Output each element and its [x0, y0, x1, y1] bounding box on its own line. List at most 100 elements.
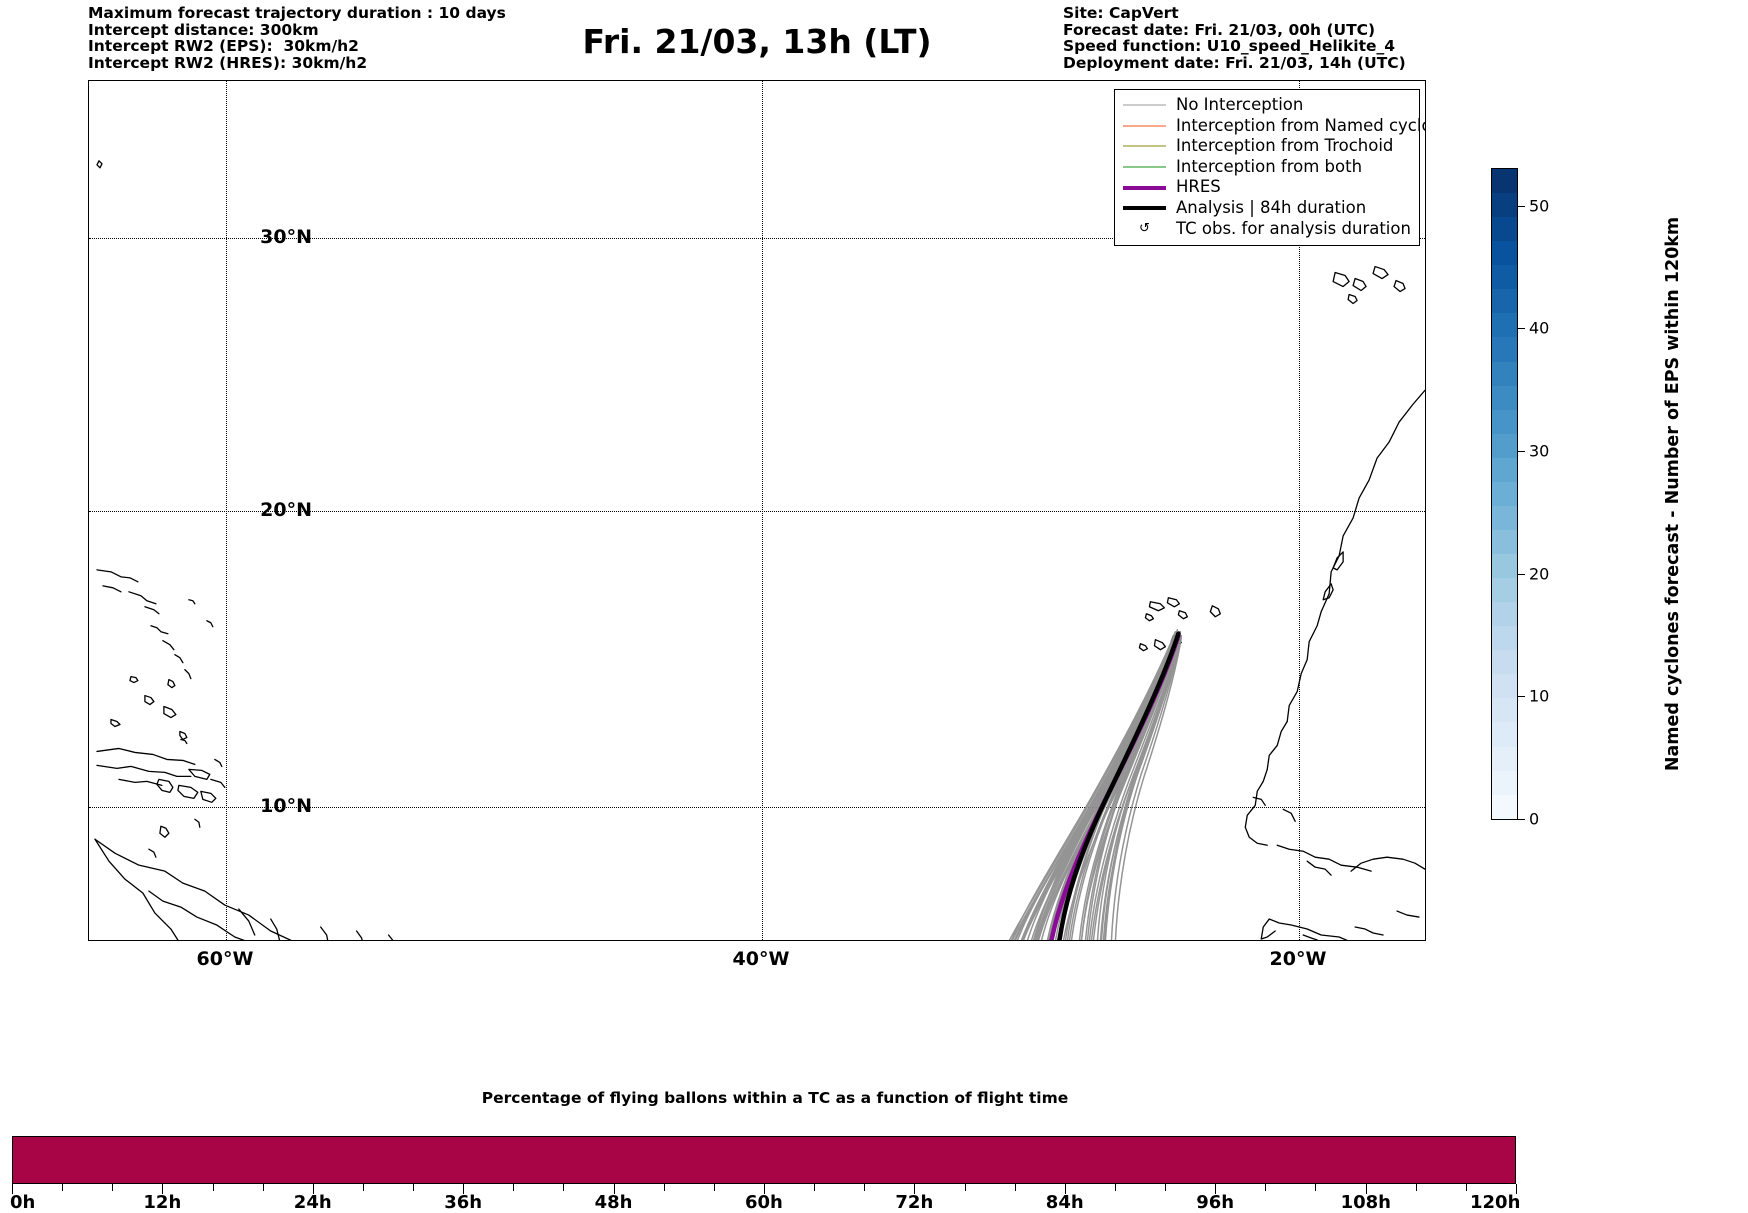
legend-item-both[interactable]: Interception from both [1123, 157, 1411, 178]
cyclone-marker-icon: ↺ [1139, 221, 1150, 237]
bar-minor-tick [1415, 1184, 1417, 1191]
colorbar-segment [1492, 626, 1517, 651]
eps-trajectories-no-interception [1008, 628, 1183, 940]
colorbar-segment [1492, 385, 1517, 410]
colorbar-segment [1492, 602, 1517, 627]
bar-tick-label: 60h [745, 1192, 783, 1213]
lat-label-10n: 10°N [260, 795, 312, 817]
bar-minor-tick [1165, 1184, 1167, 1191]
gridline-lon-60w [226, 81, 227, 940]
bar-minor-tick [864, 1184, 866, 1191]
colorbar-segment [1492, 674, 1517, 699]
bar-minor-tick [513, 1184, 515, 1191]
colorbar-segment [1492, 746, 1517, 771]
colorbar-segment [1492, 433, 1517, 458]
colorbar-segment [1492, 409, 1517, 434]
bar-minor-tick [362, 1184, 364, 1191]
bar-minor-tick [312, 1184, 314, 1194]
bar-tick-label: 36h [444, 1192, 483, 1213]
bar-tick-label: 120h [1470, 1192, 1521, 1213]
gridline-lat-30 [89, 238, 1425, 239]
flight-time-bar-fill [13, 1137, 1515, 1183]
legend-item-trochoid[interactable]: Interception from Trochoid [1123, 136, 1411, 157]
bar-minor-tick [413, 1184, 415, 1191]
colorbar-segment [1492, 505, 1517, 530]
bar-tick-label: 84h [1045, 1192, 1084, 1213]
bar-minor-tick [1265, 1184, 1267, 1191]
colorbar-segment [1492, 698, 1517, 723]
lon-label-40w: 40°W [732, 948, 790, 970]
legend-item-label: HRES [1176, 177, 1221, 197]
bar-minor-tick [563, 1184, 565, 1191]
legend-item-analysis[interactable]: Analysis | 84h duration [1123, 198, 1411, 219]
colorbar-tick-label: 30 [1529, 441, 1550, 461]
colorbar-segment [1492, 361, 1517, 386]
legend-item-label: Interception from Named cyclone [1176, 115, 1426, 135]
colorbar-tick-label: 50 [1529, 196, 1550, 216]
colorbar-segment [1492, 529, 1517, 554]
gridline-lat-10 [89, 807, 1425, 808]
header-left-info: Maximum forecast trajectory duration : 1… [88, 4, 506, 72]
map-plot-area[interactable]: No Interception Interception from Named … [88, 80, 1426, 941]
legend-item-no-interception[interactable]: No Interception [1123, 95, 1411, 116]
legend-line-swatch [1123, 139, 1166, 153]
bar-tick-label: 48h [594, 1192, 633, 1213]
bar-tick-label: 24h [293, 1192, 332, 1213]
gridline-lon-20w [1299, 81, 1300, 940]
bar-tick-label: 72h [895, 1192, 934, 1213]
colorbar-segment [1492, 722, 1517, 747]
legend-item-label: Interception from both [1176, 156, 1363, 176]
legend-item-tc-obs[interactable]: ↺ TC obs. for analysis duration [1123, 219, 1411, 240]
bar-minor-tick [463, 1184, 465, 1194]
analysis-trajectory [1057, 631, 1181, 940]
colorbar-tick-label: 20 [1529, 564, 1550, 584]
legend-line-swatch [1123, 98, 1166, 112]
bar-minor-tick [964, 1184, 966, 1191]
colorbar-segment [1492, 241, 1517, 266]
bar-minor-tick [1365, 1184, 1367, 1194]
bar-minor-tick [1114, 1184, 1116, 1191]
colorbar-segment [1492, 193, 1517, 218]
colorbar-segment [1492, 265, 1517, 290]
flight-time-bar-axes[interactable] [12, 1136, 1516, 1184]
header-right-info: Site: CapVert Forecast date: Fri. 21/03,… [1063, 4, 1406, 72]
legend-item-label: Interception from Trochoid [1176, 136, 1394, 156]
colorbar-segment [1492, 457, 1517, 482]
gridline-lon-40w [762, 81, 763, 940]
bar-minor-tick [663, 1184, 665, 1191]
legend-item-hres[interactable]: HRES [1123, 177, 1411, 198]
colorbar-tick-label: 40 [1529, 318, 1550, 338]
bar-tick-label: 108h [1340, 1192, 1391, 1213]
page-title: Fri. 21/03, 13h (LT) [582, 22, 932, 61]
bar-minor-tick [12, 1184, 13, 1194]
coastline-layer [94, 160, 1425, 940]
colorbar-segment [1492, 554, 1517, 579]
colorbar-title: Named cyclones forecast - Number of EPS … [1663, 216, 1683, 772]
colorbar-segment [1492, 481, 1517, 506]
colorbar-segment [1492, 650, 1517, 675]
lon-label-20w: 20°W [1269, 948, 1327, 970]
bar-minor-tick [1064, 1184, 1066, 1194]
bar-minor-tick [613, 1184, 615, 1194]
bar-minor-tick [1014, 1184, 1016, 1191]
legend-line-swatch [1123, 201, 1166, 215]
bottom-bar-title: Percentage of flying ballons within a TC… [481, 1089, 1069, 1107]
colorbar-tick [1518, 696, 1525, 698]
colorbar-segment [1492, 337, 1517, 362]
legend: No Interception Interception from Named … [1114, 89, 1425, 247]
colorbar-segment [1492, 217, 1517, 242]
colorbar-tick [1518, 205, 1525, 207]
legend-line-swatch [1123, 160, 1166, 174]
colorbar-segment [1492, 313, 1517, 338]
colorbar-gradient [1491, 168, 1518, 820]
legend-item-named-cyclone[interactable]: Interception from Named cyclone [1123, 116, 1425, 137]
bar-tick-label: 96h [1196, 1192, 1235, 1213]
colorbar-segment [1492, 770, 1517, 795]
lat-label-30n: 30°N [260, 226, 312, 248]
legend-item-label: No Interception [1176, 95, 1304, 115]
colorbar: Named cyclones forecast - Number of EPS … [1491, 168, 1741, 829]
colorbar-tick-label: 0 [1529, 809, 1540, 829]
legend-item-label: TC obs. for analysis duration [1176, 218, 1411, 238]
bar-tick-label: 12h [143, 1192, 182, 1213]
bar-minor-tick [212, 1184, 214, 1191]
